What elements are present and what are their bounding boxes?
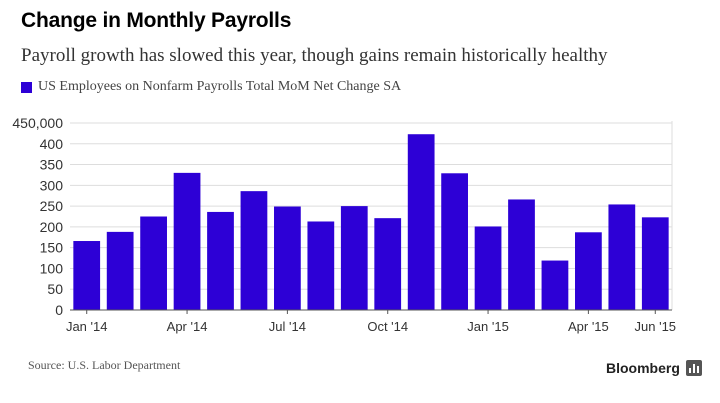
- bar: [106, 231, 134, 310]
- legend: US Employees on Nonfarm Payrolls Total M…: [21, 79, 401, 95]
- y-tick-label: 450,000: [12, 115, 63, 131]
- bar: [508, 199, 535, 310]
- bar: [441, 173, 468, 310]
- legend-swatch: [21, 81, 32, 93]
- bar: [173, 172, 201, 310]
- brand-logo: Bloomberg: [606, 360, 702, 376]
- x-tick-label: Jun '15: [635, 319, 677, 334]
- x-tick-label: Oct '14: [367, 319, 408, 334]
- source-note: Source: U.S. Labor Department: [28, 358, 181, 372]
- bar: [240, 191, 268, 310]
- x-tick-label: Jan '14: [66, 319, 108, 334]
- gridlines: [70, 121, 673, 310]
- bar: [307, 221, 335, 310]
- x-tick-label: Apr '14: [167, 319, 208, 334]
- bar: [374, 218, 402, 310]
- chart-title: Change in Monthly Payrolls: [21, 9, 292, 32]
- x-tick-label: Jul '14: [269, 319, 306, 334]
- legend-label: US Employees on Nonfarm Payrolls Total M…: [38, 79, 402, 94]
- y-tick-label: 0: [55, 302, 63, 318]
- chart-subtitle: Payroll growth has slowed this year, tho…: [21, 45, 608, 66]
- y-tick-label: 50: [47, 281, 63, 297]
- y-tick-label: 400: [40, 136, 64, 152]
- y-tick-label: 150: [40, 240, 64, 256]
- y-tick-label: 100: [40, 260, 64, 276]
- y-tick-label: 350: [40, 157, 64, 173]
- bar: [207, 211, 234, 310]
- y-tick-label: 250: [40, 198, 64, 214]
- axes: 0 50 100 150 200 250 300 350 400 450,000 Jan '14 Ap…: [12, 115, 676, 334]
- x-tick-label: Apr '15: [568, 319, 609, 334]
- bloomberg-chart-icon: [685, 360, 702, 376]
- bar: [73, 241, 101, 310]
- bars: [73, 134, 669, 310]
- bar: [641, 217, 669, 310]
- y-tick-label: 200: [40, 219, 64, 235]
- bar: [140, 216, 167, 310]
- bar: [474, 226, 502, 310]
- x-tick-label: Jan '15: [467, 319, 509, 334]
- y-tick-label: 300: [40, 177, 64, 193]
- bar: [274, 206, 301, 310]
- bar: [608, 204, 636, 310]
- bar: [407, 134, 435, 310]
- bar: [575, 232, 602, 310]
- bar: [541, 260, 569, 310]
- bar: [340, 206, 368, 310]
- brand-name: Bloomberg: [606, 360, 680, 376]
